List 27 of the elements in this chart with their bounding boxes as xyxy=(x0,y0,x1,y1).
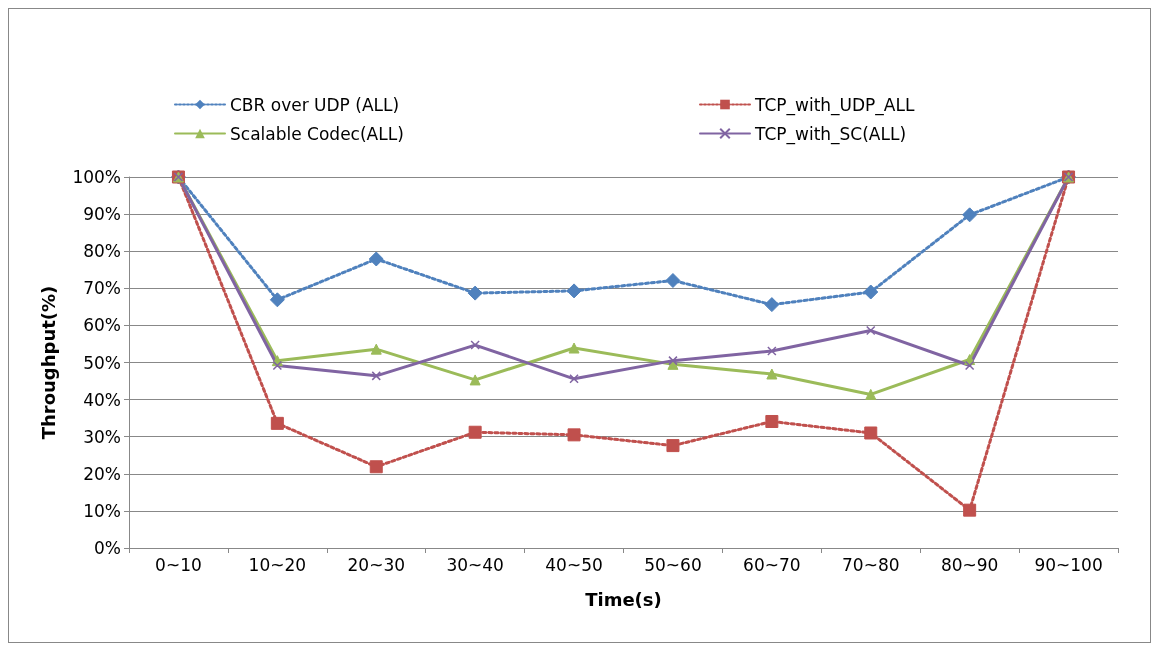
x-tick-label: 60~70 xyxy=(743,554,801,575)
legend-label: CBR over UDP (ALL) xyxy=(230,94,400,115)
legend-label: TCP_with_UDP_ALL xyxy=(754,94,915,116)
y-tick-label: 50% xyxy=(83,352,121,373)
x-tick-label: 10~20 xyxy=(248,554,307,575)
x-tick-label: 70~80 xyxy=(841,554,900,575)
y-tick-label: 20% xyxy=(83,463,121,484)
y-axis-title: Throughput(%) xyxy=(37,285,59,440)
y-tick-label: 30% xyxy=(83,426,121,447)
y-tick-label: 0% xyxy=(94,538,121,558)
y-tick-label: 70% xyxy=(83,278,121,299)
x-tick-label: 20~30 xyxy=(347,554,406,575)
y-tick-label: 90% xyxy=(83,204,121,225)
legend-label: Scalable Codec(ALL) xyxy=(230,123,404,144)
x-tick-label: 40~50 xyxy=(545,554,603,575)
x-tick-label: 30~40 xyxy=(446,554,504,575)
x-tick-label: 0~10 xyxy=(155,554,202,575)
y-tick-label: 60% xyxy=(83,315,121,336)
x-axis-title: Time(s) xyxy=(585,588,662,610)
y-tick-label: 10% xyxy=(83,500,121,521)
y-tick-label: 80% xyxy=(83,241,121,262)
y-tick-label: 40% xyxy=(83,389,121,410)
y-tick-label: 100% xyxy=(72,167,121,187)
x-tick-label: 50~60 xyxy=(644,554,702,575)
legend-label: TCP_with_SC(ALL) xyxy=(754,123,907,145)
x-tick-label: 90~100 xyxy=(1034,554,1103,575)
x-tick-label: 80~90 xyxy=(940,554,999,575)
